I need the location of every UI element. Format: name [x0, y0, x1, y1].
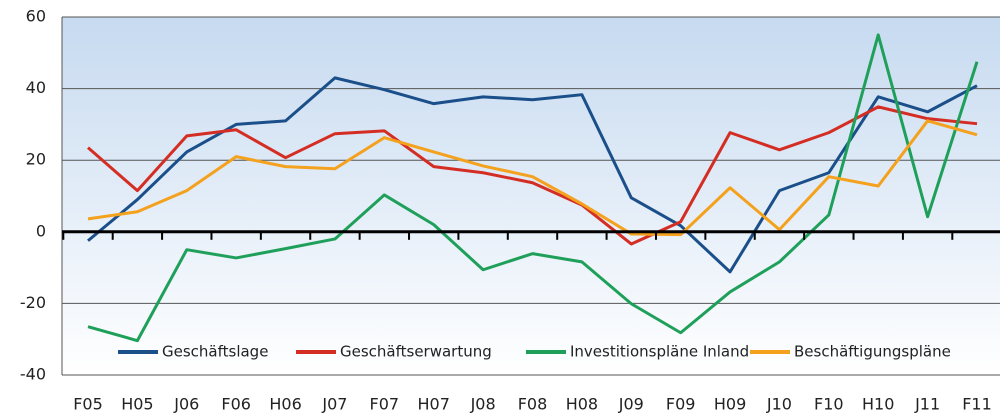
y-tick-label: 20: [26, 150, 46, 169]
x-tick-label: J07: [321, 395, 347, 414]
x-tick-label: F08: [518, 395, 548, 414]
series-line: [87, 76, 978, 274]
y-tick-label: 40: [26, 78, 46, 97]
x-tick-label: F10: [814, 395, 844, 414]
x-tick-label: H10: [862, 395, 894, 414]
x-tick-label: J10: [766, 395, 792, 414]
series-line: [87, 105, 978, 246]
y-tick-label: -40: [20, 365, 46, 384]
y-tick-label: 0: [36, 221, 46, 240]
y-tick-label: 60: [26, 7, 46, 26]
x-tick-label: J09: [618, 395, 644, 414]
x-tick-label: F11: [962, 395, 992, 414]
x-tick-label: F07: [370, 395, 400, 414]
x-tick-label: H06: [269, 395, 301, 414]
legend-label: Beschäftigungspläne: [794, 343, 951, 361]
series-line: [87, 119, 978, 237]
plot-background: [62, 17, 1000, 375]
x-tick-label: J06: [173, 395, 199, 414]
legend-label: Geschäftslage: [162, 343, 268, 361]
x-tick-label: F05: [73, 395, 103, 414]
x-tick-label: H05: [121, 395, 153, 414]
x-tick-label: H08: [566, 395, 598, 414]
x-tick-label: H07: [418, 395, 450, 414]
x-tick-label: H09: [714, 395, 746, 414]
x-tick-label: J11: [914, 395, 940, 414]
x-tick-label: F09: [666, 395, 696, 414]
legend-label: Investitionspläne Inland: [570, 343, 749, 361]
series-line: [87, 33, 979, 343]
y-tick-label: -20: [20, 293, 46, 312]
x-tick-label: F06: [221, 395, 251, 414]
legend-label: Geschäftserwartung: [340, 343, 492, 361]
x-tick-label: J08: [470, 395, 496, 414]
